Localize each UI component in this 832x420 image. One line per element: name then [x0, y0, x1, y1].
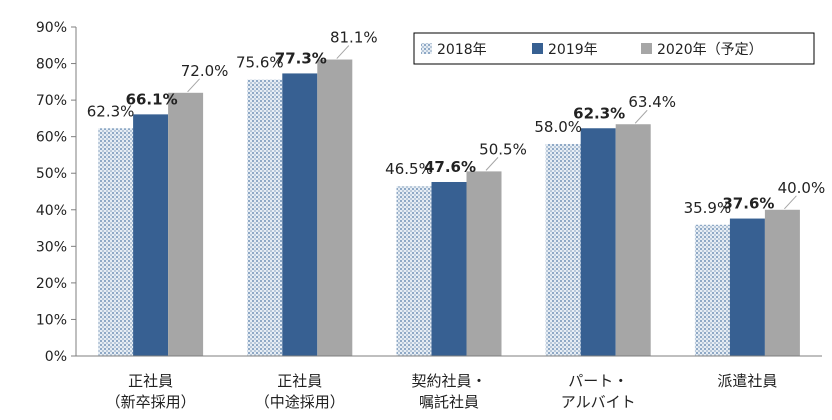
x-category-label: 嘱託社員: [419, 393, 479, 411]
x-category-label: アルバイト: [561, 393, 636, 411]
bar-2019年: [580, 128, 616, 356]
data-label: 46.5%: [385, 160, 433, 178]
data-labels: 62.3%66.1%72.0% 75.6%77.3%81.1%46.5%47.6%…: [87, 29, 825, 217]
data-label: 81.1%: [330, 29, 378, 47]
bars: [98, 59, 800, 357]
data-label-leader-line: [485, 157, 499, 171]
x-category-label: 正社員: [128, 372, 173, 390]
bar-2020年（予定）: [466, 171, 502, 356]
y-tick-label: 60%: [36, 130, 67, 146]
data-label-leader-line: [187, 78, 200, 93]
data-label: 62.3%: [573, 104, 625, 122]
data-label: 66.1%: [126, 90, 178, 108]
bar-2018年: [247, 79, 283, 356]
y-axis: 0% 10% 20% 30% 40% 50% 60% 70% 80% 90%: [36, 20, 77, 365]
bar-2019年: [729, 218, 765, 356]
y-tick-label: 0%: [45, 349, 67, 365]
x-category-label: 派遣社員: [717, 372, 777, 390]
x-category-label: パート・: [568, 372, 628, 390]
data-label: 37.6%: [722, 195, 774, 213]
x-category-label: （新卒採用）: [106, 393, 196, 411]
bar-2020年（予定）: [764, 209, 800, 356]
data-label-leader-line: [784, 195, 797, 210]
data-label-leader-line: [336, 45, 350, 59]
data-label: 77.3%: [275, 49, 327, 67]
y-tick-label: 30%: [36, 239, 67, 255]
data-label: 75.6%: [236, 54, 284, 72]
data-label: 72.0%: [181, 62, 229, 80]
data-label-leader-line: [634, 109, 648, 124]
data-label: 40.0%: [778, 179, 826, 197]
y-tick-label: 10%: [36, 312, 67, 328]
bar-2020年（予定）: [615, 124, 651, 356]
legend-label: 2020年（予定）: [657, 42, 763, 58]
legend-label: 2018年: [437, 42, 487, 58]
bar-2020年（予定）: [168, 92, 204, 357]
data-label: 50.5%: [479, 140, 527, 158]
y-tick-label: 90%: [36, 20, 67, 36]
bar-2018年: [98, 128, 134, 356]
y-tick-label: 80%: [36, 57, 67, 73]
legend: 2018年 2019年 2020年（予定）: [413, 32, 815, 65]
data-label: 35.9%: [684, 199, 732, 217]
y-tick-label: 70%: [36, 93, 67, 109]
legend-swatch: [421, 43, 432, 54]
bar-2018年: [545, 143, 581, 356]
data-label: 58.0%: [534, 118, 582, 136]
bar-2019年: [431, 181, 467, 356]
bar-2018年: [396, 186, 432, 356]
x-category-label: （中途採用）: [255, 393, 345, 411]
x-category-label: 正社員: [277, 372, 322, 390]
data-label: 63.4%: [628, 93, 676, 111]
legend-box: [413, 32, 815, 65]
y-tick-label: 40%: [36, 203, 67, 219]
bar-2018年: [694, 224, 730, 356]
legend-swatch: [641, 43, 652, 54]
bar-2020年（予定）: [317, 59, 353, 356]
bar-2019年: [133, 114, 169, 357]
data-label: 47.6%: [424, 158, 476, 176]
y-tick-label: 50%: [36, 166, 67, 182]
data-label: 62.3%: [87, 102, 135, 120]
bar-2019年: [282, 73, 318, 357]
legend-label: 2019年: [548, 42, 598, 58]
y-tick-label: 20%: [36, 276, 67, 292]
x-category-label: 契約社員・: [411, 372, 486, 390]
legend-swatch: [532, 43, 543, 54]
x-axis: 正社員 （新卒採用） 正社員 （中途採用） 契約社員・嘱託社員 パート・アルバイト 派遣社員: [76, 355, 822, 411]
